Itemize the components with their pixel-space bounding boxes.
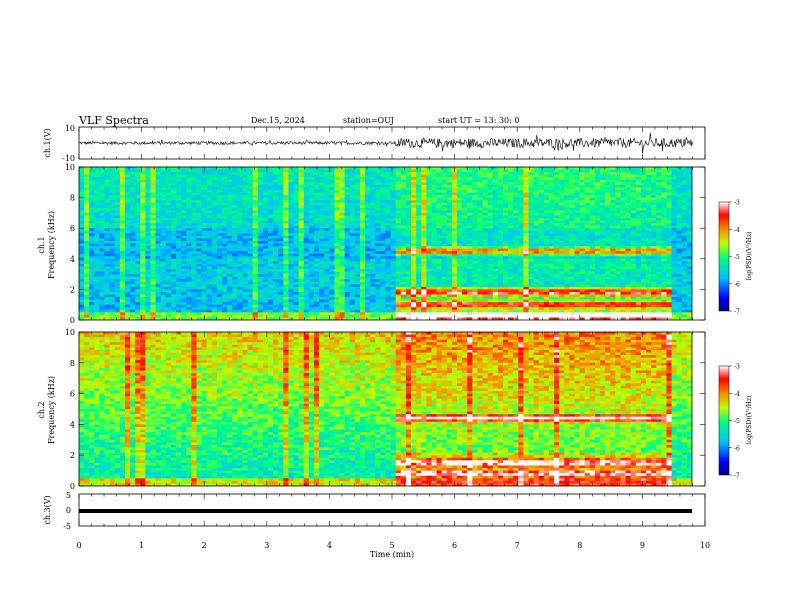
colorbar-tick-label: -3 [734,200,740,207]
ch3-ytick-top: 5 [66,491,71,500]
ch2-colorbar-gradient [718,365,730,476]
station-label: station=OUJ [343,116,394,125]
ch2-spectrogram-panel: 0 2 4 6 8 10 ch.2 Frequency (kHz) [37,328,705,491]
y-tick-label: 0 [70,482,75,491]
x-tick-label: 6 [452,541,457,550]
y-tick-label: 2 [70,285,75,294]
time-tick-marks [78,127,706,526]
colorbar-tick-label: -7 [734,473,740,480]
x-tick-label: 1 [139,541,144,550]
x-tick-label: 9 [640,541,645,550]
colorbar-tick-label: -5 [734,418,740,425]
ch3-ylabel: ch.3(V) [43,495,52,524]
ch3-ytick-mid: 0 [66,506,71,515]
ch2-spectrogram-ylabel-line1: ch.2 [37,401,46,418]
x-tick-label: 4 [327,541,332,550]
ch1-waveform-panel: 10 -10 ch.1(V) [43,124,706,163]
colorbar-tick-label: -6 [734,281,740,288]
colorbar-tick-label: -4 [734,227,740,234]
ch3-panel: 5 0 -5 ch.3(V) [43,491,706,531]
ch2-colorbar: -3 -4 -5 -6 -7 log(PSD)(V²/Hz) [718,364,753,480]
x-axis-label: Time (min) [370,550,414,559]
y-tick-label: 2 [70,451,75,460]
x-tick-label: 10 [700,541,710,550]
ch1-spectrogram-ylabel-line2: Frequency (kHz) [47,211,56,279]
ch1-spectrogram-panel: 0 2 4 6 8 10 ch.1 Frequency (kHz) [37,163,705,325]
ch1-colorbar-gradient [718,201,730,312]
y-tick-label: 10 [65,163,75,172]
ch1-ytick-bottom: -10 [62,154,75,163]
y-tick-label: 6 [70,224,75,233]
ch2-spectrogram-image [79,332,692,486]
y-tick-label: 6 [70,390,75,399]
ch3-ytick-bottom: -5 [63,522,71,531]
colorbar-tick-label: -4 [734,391,740,398]
y-tick-label: 8 [70,194,75,203]
colorbar-tick-label: -5 [734,254,740,261]
date-label: Dec.15, 2024 [251,116,305,125]
y-tick-label: 4 [70,420,75,429]
ch1-colorbar-label: log(PSD)(V²/Hz) [746,232,753,281]
ch1-waveform-trace [79,132,693,154]
ch2-spectrogram-frame [78,331,693,487]
ch1-waveform-ylabel: ch.1(V) [43,128,52,157]
x-tick-label: 7 [515,541,520,550]
start-ut-label: start UT = 13: 30: 0 [438,116,519,125]
x-tick-label: 2 [202,541,207,550]
x-tick-label: 8 [577,541,582,550]
ch1-ytick-top: 10 [65,124,75,133]
ch1-spectrogram-frame [78,166,693,321]
y-tick-label: 4 [70,255,75,264]
ch2-colorbar-label: log(PSD)(V²/Hz) [746,396,753,445]
y-tick-label: 0 [70,316,75,325]
colorbar-tick-label: -3 [734,364,740,371]
x-tick-label: 3 [264,541,269,550]
x-tick-label: 5 [389,541,394,550]
ch1-spectrogram-image [79,167,692,320]
ch2-spectrogram-ylabel-line2: Frequency (kHz) [47,376,56,444]
ch1-spectrogram-ylabel-line1: ch.1 [37,236,46,253]
x-axis-tick-labels: 0 1 2 3 4 5 6 7 8 9 10 [76,541,710,550]
colorbar-tick-label: -6 [734,445,740,452]
ch1-colorbar: -3 -4 -5 -6 -7 log(PSD)(V²/Hz) [718,200,753,316]
y-tick-label: 10 [65,328,75,337]
x-tick-label: 0 [76,541,81,550]
y-tick-label: 8 [70,359,75,368]
colorbar-tick-label: -7 [734,309,740,316]
figure-title: VLF Spectra [78,114,149,127]
